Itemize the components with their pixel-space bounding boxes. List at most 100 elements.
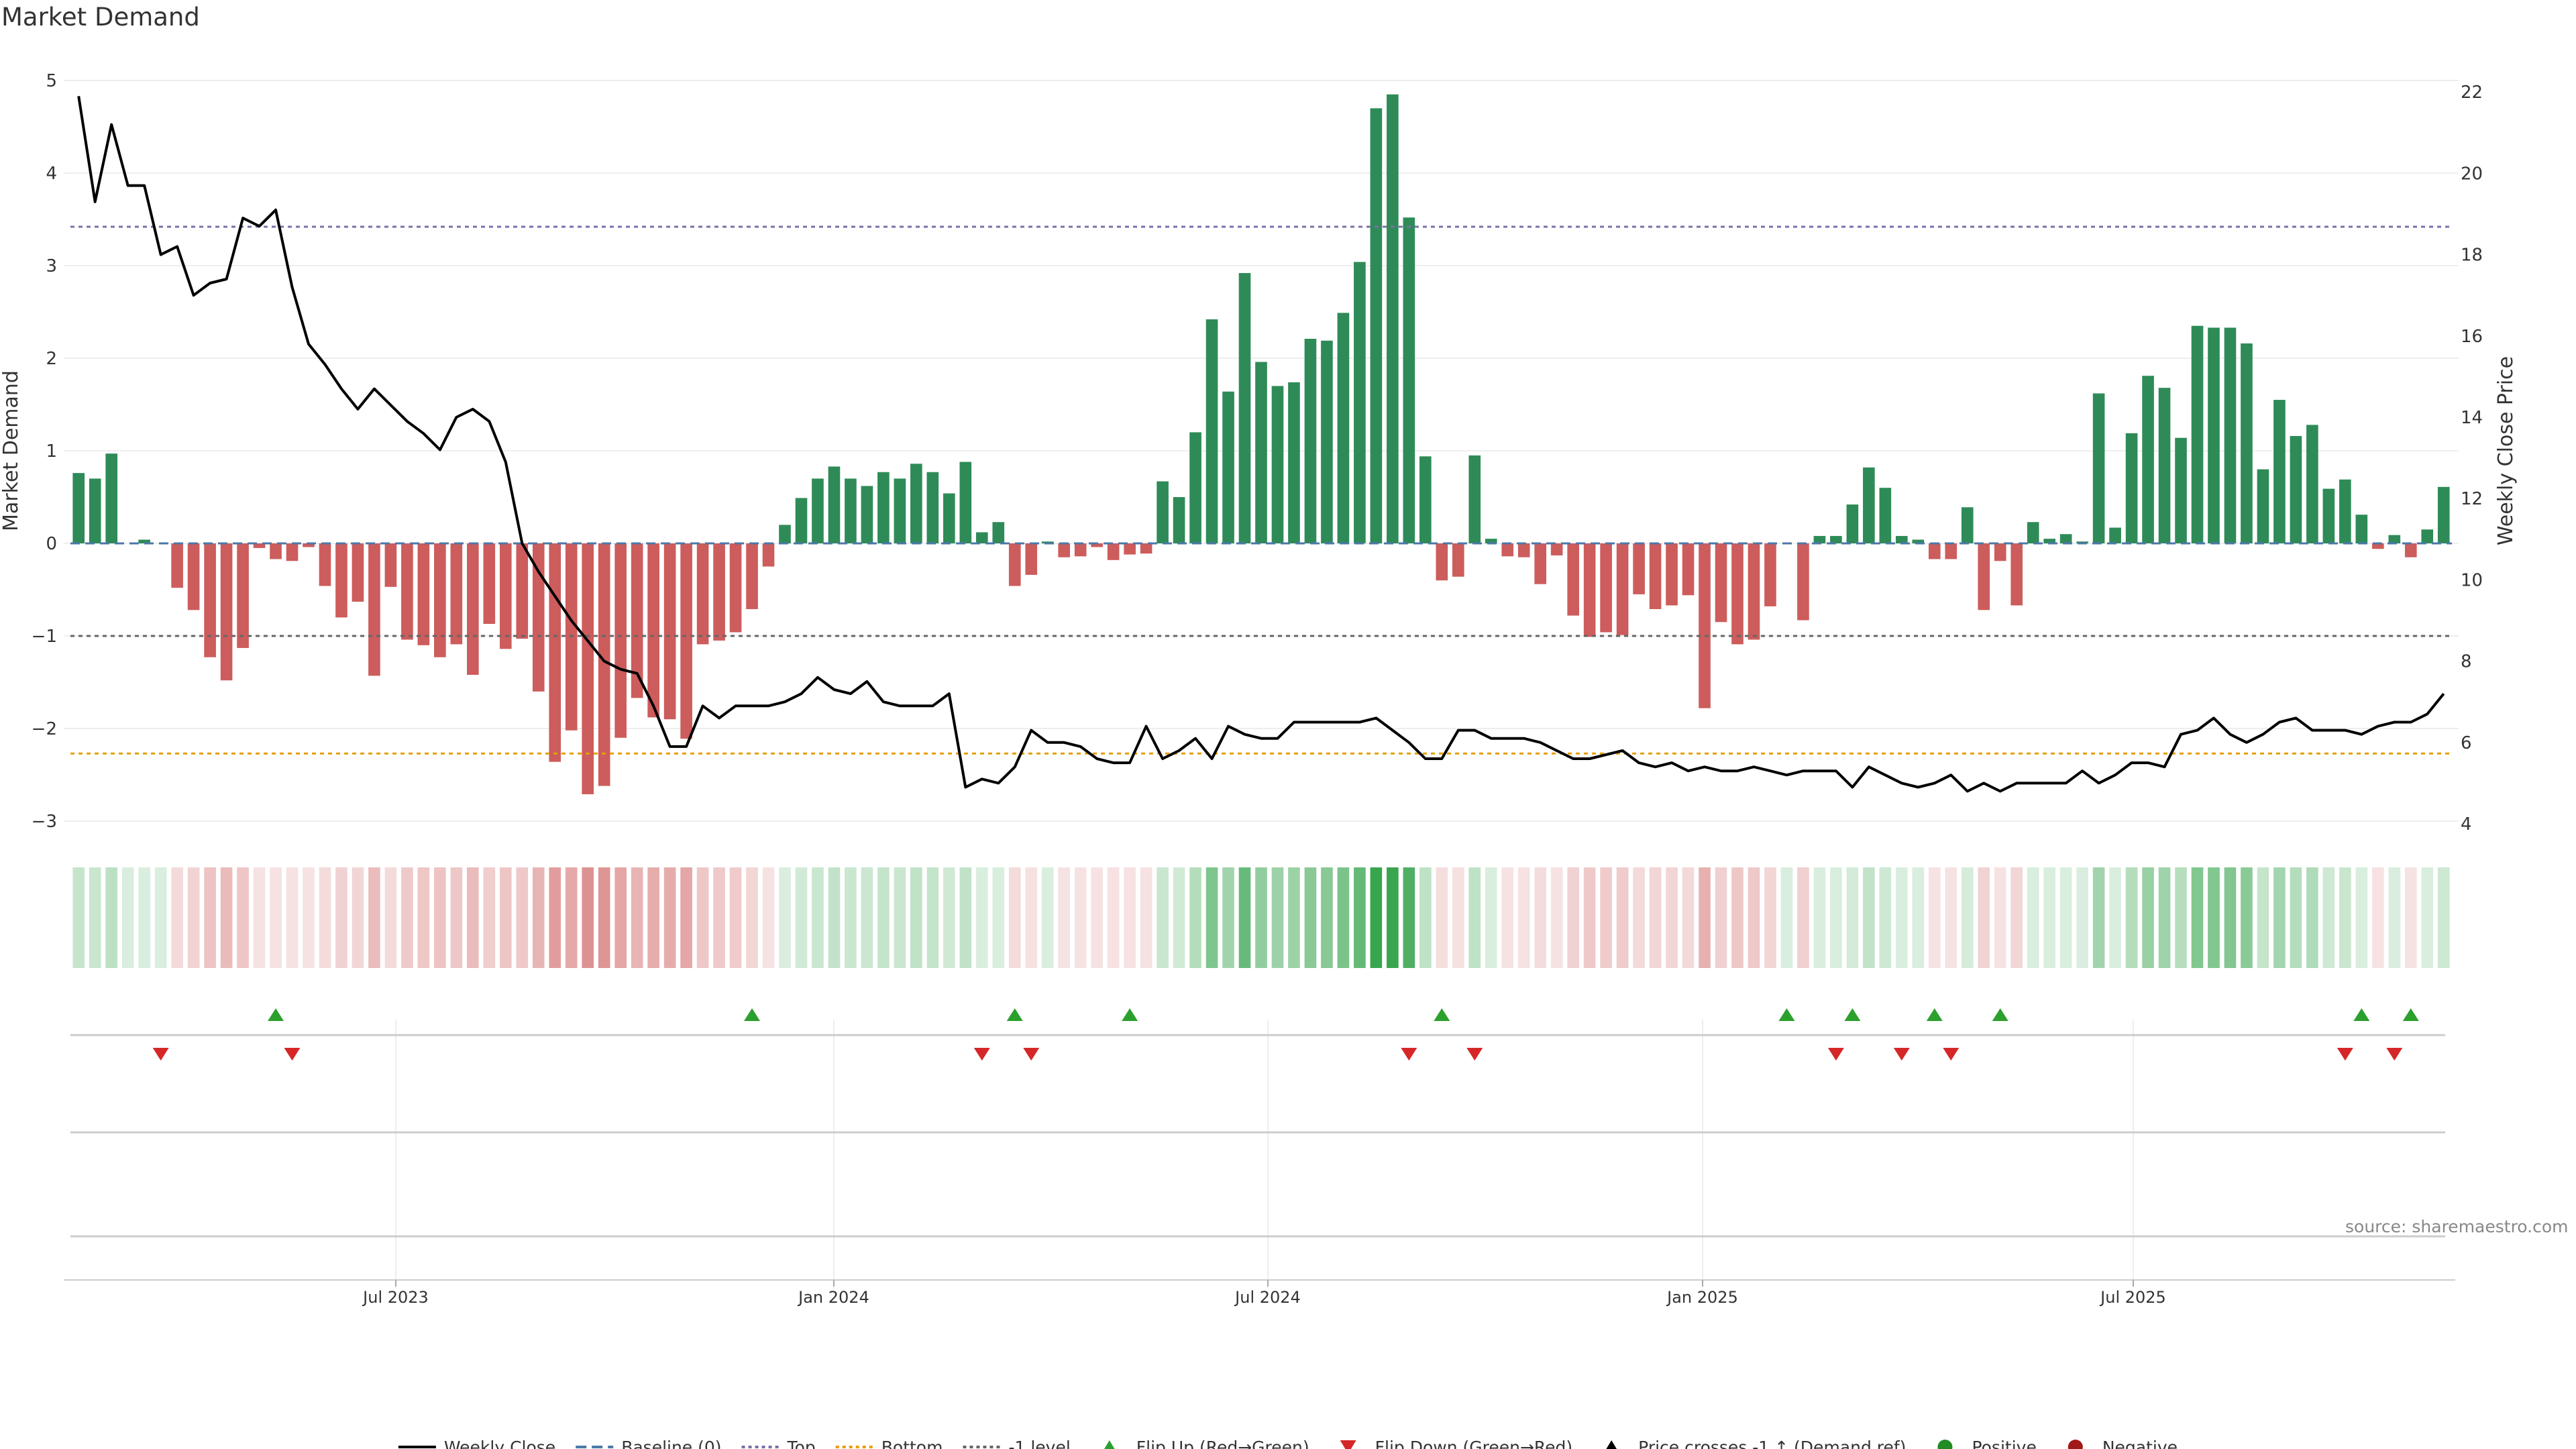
y-tick-label: 5	[46, 71, 57, 91]
heat-cell	[762, 867, 775, 968]
y-tick-label: 4	[46, 164, 57, 184]
heat-cell	[2109, 867, 2121, 968]
demand-bar	[598, 543, 610, 786]
demand-bar	[105, 453, 118, 543]
demand-bar	[680, 543, 692, 739]
demand-bar	[1863, 467, 1875, 543]
demand-bar	[894, 478, 906, 543]
demand-bar	[1600, 543, 1612, 633]
y2-tick-label: 20	[2461, 164, 2483, 184]
heat-cell	[368, 867, 380, 968]
heat-cell	[1387, 867, 1399, 968]
heat-cell	[1633, 867, 1645, 968]
demand-bar	[2010, 543, 2023, 606]
heat-cell	[828, 867, 841, 968]
demand-bar	[204, 543, 216, 657]
demand-bar	[943, 493, 955, 543]
heat-cell	[319, 867, 331, 968]
y-tick-label: −2	[32, 719, 57, 739]
heat-cell	[1846, 867, 1859, 968]
heat-cell	[1041, 867, 1054, 968]
demand-bar	[1157, 481, 1169, 543]
demand-bar	[1896, 535, 1908, 543]
heat-cell	[1682, 867, 1695, 968]
heat-cell	[926, 867, 939, 968]
demand-bar	[1912, 539, 1925, 543]
flip-down-marker	[284, 1048, 301, 1061]
demand-bar	[2273, 400, 2286, 543]
demand-bar	[1058, 543, 1071, 557]
y2-tick-label: 18	[2461, 246, 2483, 266]
demand-bar	[1468, 455, 1481, 543]
y2-tick-label: 8	[2461, 652, 2472, 672]
heat-cell	[352, 867, 364, 968]
heat-cell	[1255, 867, 1267, 968]
heat-cell	[1764, 867, 1776, 968]
flip-down-marker	[1943, 1048, 1960, 1061]
flip-up-marker	[1122, 1008, 1138, 1021]
legend-label: Price crosses -1 ↑ (Demand ref)	[1638, 1438, 1906, 1449]
demand-bar	[253, 543, 266, 548]
heat-cell	[1978, 867, 1990, 968]
heat-cell	[894, 867, 906, 968]
heat-cell	[598, 867, 610, 968]
demand-bar	[72, 473, 85, 543]
heat-cell	[1321, 867, 1333, 968]
heat-cell	[335, 867, 347, 968]
heat-cell	[1616, 867, 1629, 968]
demand-bar	[220, 543, 233, 681]
heat-cell	[89, 867, 101, 968]
y2-tick-label: 12	[2461, 489, 2483, 509]
heat-cell	[270, 867, 282, 968]
heat-cell	[1945, 867, 1957, 968]
flip-up-marker	[1992, 1008, 2008, 1021]
demand-bar	[1205, 319, 1218, 543]
demand-bar	[2421, 529, 2434, 543]
demand-bar	[1699, 543, 1711, 708]
demand-bar	[1764, 543, 1776, 606]
heat-cell	[467, 867, 479, 968]
demand-bar	[1501, 543, 1514, 557]
demand-bar	[746, 543, 758, 609]
heat-cell	[647, 867, 659, 968]
heat-cell	[2027, 867, 2039, 968]
demand-bar	[1534, 543, 1547, 584]
demand-bar	[384, 543, 397, 587]
heat-cell	[2290, 867, 2302, 968]
demand-bar	[1140, 543, 1152, 554]
heat-cell	[1501, 867, 1514, 968]
heat-cell	[565, 867, 578, 968]
demand-bar	[845, 478, 857, 543]
demand-bar	[171, 543, 183, 588]
heat-cell	[2388, 867, 2401, 968]
demand-bar	[1715, 543, 1727, 623]
demand-bar	[1830, 535, 1842, 543]
heat-cell	[812, 867, 824, 968]
heat-cell	[1337, 867, 1350, 968]
heat-cell	[2339, 867, 2351, 968]
heat-cell	[729, 867, 742, 968]
legend-label: Weekly Close	[444, 1438, 555, 1449]
heat-cell	[434, 867, 446, 968]
legend-swatch	[1104, 1440, 1115, 1449]
legend-label: Baseline (0)	[621, 1438, 721, 1449]
legend: Weekly Close Baseline (0) Top Bottom -1 leve…	[398, 1438, 2178, 1449]
demand-bar	[1550, 543, 1563, 555]
demand-bar	[1978, 543, 1990, 610]
demand-bar	[368, 543, 380, 676]
demand-bar	[1846, 504, 1859, 543]
demand-bar	[2322, 488, 2335, 543]
heat-cell	[1304, 867, 1317, 968]
demand-bar	[2355, 515, 2368, 543]
heat-cell	[2322, 867, 2335, 968]
heat-cell	[2355, 867, 2368, 968]
heat-cell	[384, 867, 397, 968]
heat-cell	[253, 867, 266, 968]
heat-cell	[1830, 867, 1842, 968]
demand-bar	[582, 543, 594, 794]
legend-swatch	[1937, 1440, 1953, 1449]
x-tick-label: Jan 2025	[1666, 1288, 1738, 1307]
x-tick-label: Jul 2025	[2099, 1288, 2166, 1307]
legend-item: Flip Down (Green→Red)	[1340, 1438, 1572, 1449]
heat-cell	[1748, 867, 1760, 968]
